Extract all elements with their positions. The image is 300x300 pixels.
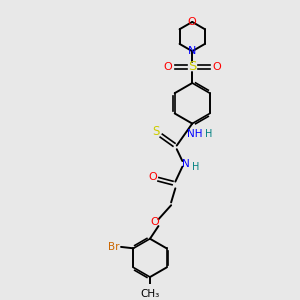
Text: O: O	[151, 217, 159, 227]
Text: CH₃: CH₃	[140, 289, 160, 299]
Text: S: S	[188, 60, 196, 73]
Text: S: S	[152, 125, 159, 138]
Text: N: N	[182, 159, 190, 169]
Text: N: N	[188, 46, 196, 56]
Text: Br: Br	[108, 242, 119, 252]
Text: O: O	[148, 172, 157, 182]
Text: O: O	[164, 62, 172, 72]
Text: O: O	[188, 17, 197, 27]
Text: H: H	[205, 129, 212, 139]
Text: NH: NH	[188, 129, 203, 139]
Text: O: O	[212, 62, 221, 72]
Text: H: H	[192, 162, 199, 172]
